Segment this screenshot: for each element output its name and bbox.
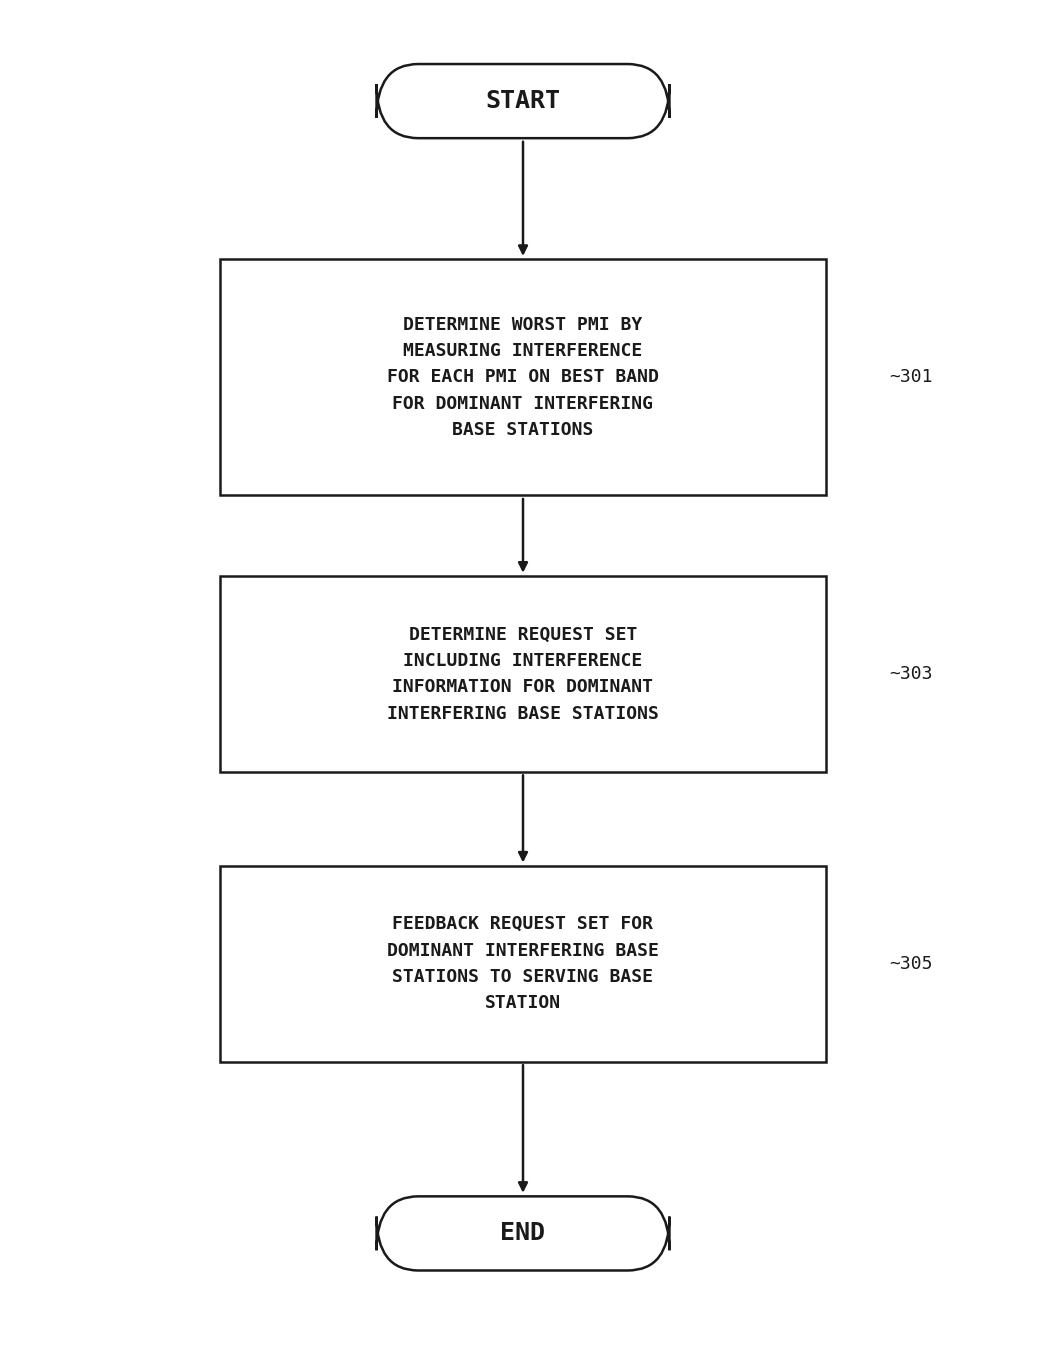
Text: END: END (500, 1221, 546, 1246)
FancyBboxPatch shape (220, 867, 826, 1062)
FancyBboxPatch shape (220, 577, 826, 771)
FancyBboxPatch shape (377, 63, 669, 137)
Text: ~305: ~305 (889, 954, 933, 973)
Text: START: START (485, 89, 561, 113)
Text: ~303: ~303 (889, 665, 933, 683)
FancyBboxPatch shape (220, 260, 826, 496)
Text: DETERMINE WORST PMI BY
MEASURING INTERFERENCE
FOR EACH PMI ON BEST BAND
FOR DOMI: DETERMINE WORST PMI BY MEASURING INTERFE… (387, 315, 659, 439)
Text: FEEDBACK REQUEST SET FOR
DOMINANT INTERFERING BASE
STATIONS TO SERVING BASE
STAT: FEEDBACK REQUEST SET FOR DOMINANT INTERF… (387, 915, 659, 1012)
Text: ~301: ~301 (889, 368, 933, 387)
Text: DETERMINE REQUEST SET
INCLUDING INTERFERENCE
INFORMATION FOR DOMINANT
INTERFERIN: DETERMINE REQUEST SET INCLUDING INTERFER… (387, 625, 659, 723)
FancyBboxPatch shape (377, 1197, 669, 1270)
